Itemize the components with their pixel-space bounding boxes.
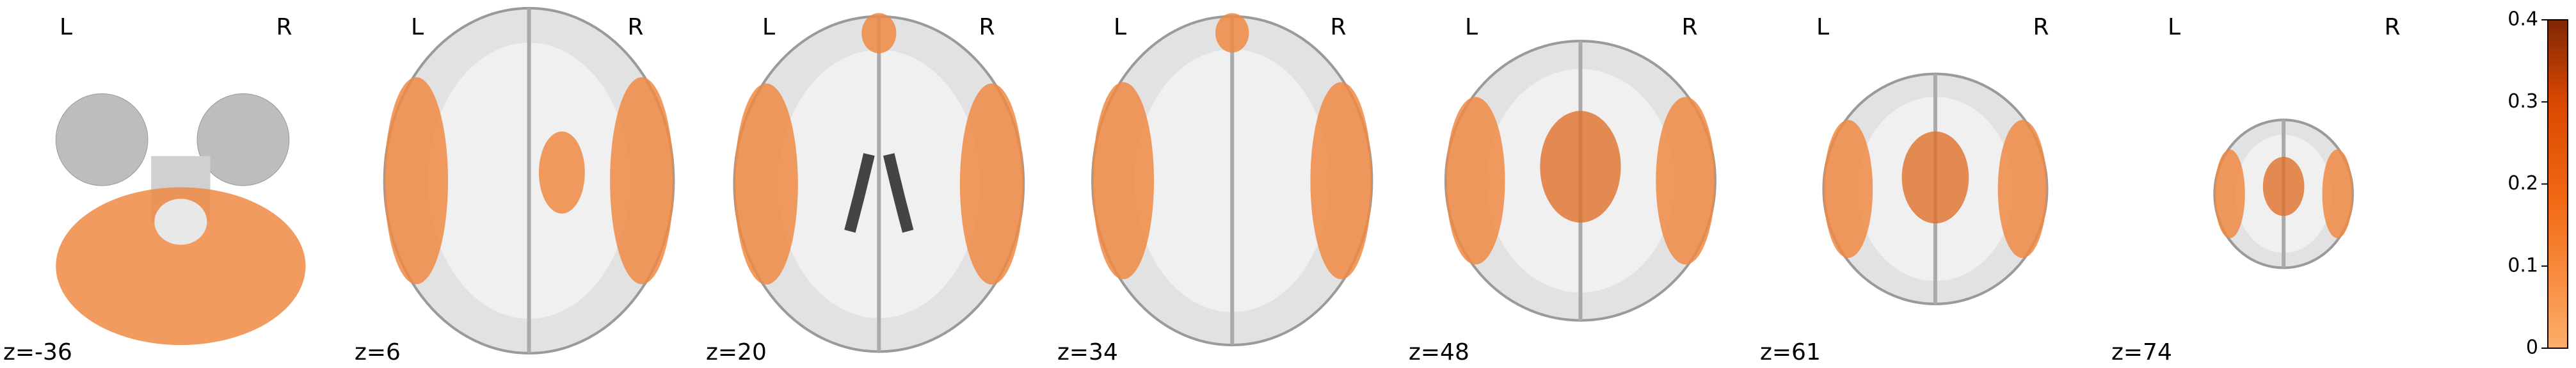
- activation: [1215, 13, 1249, 53]
- left-label: L: [411, 14, 424, 40]
- slice-label: z=48: [1409, 339, 1469, 365]
- activation: [1997, 120, 2047, 259]
- colorbar: [2547, 19, 2568, 349]
- activation: [2214, 149, 2245, 239]
- activation: [1540, 111, 1621, 223]
- left-label: L: [2168, 14, 2180, 40]
- right-label: R: [1330, 14, 1346, 40]
- activation: [610, 77, 674, 285]
- colorbar-tick-label: 0.3: [2508, 90, 2538, 113]
- left-label: L: [762, 14, 775, 40]
- activation: [384, 77, 449, 285]
- slice-label: z=20: [706, 339, 767, 365]
- right-label: R: [627, 14, 643, 40]
- slice-label: z=74: [2111, 339, 2172, 365]
- left-label: L: [1114, 14, 1126, 40]
- activation: [1656, 97, 1715, 265]
- activation: [1092, 82, 1155, 280]
- activation: [734, 83, 798, 285]
- colorbar-tick-label: 0: [2526, 337, 2538, 359]
- left-label: L: [1465, 14, 1478, 40]
- activation: [538, 131, 585, 214]
- right-label: R: [2033, 14, 2049, 40]
- ventricle: [844, 153, 914, 233]
- activation: [1823, 120, 1873, 259]
- fourth-ventricle: [154, 198, 207, 245]
- activation: [1901, 131, 1969, 224]
- colorbar-tick-label: 0.4: [2508, 8, 2538, 31]
- activation: [2262, 157, 2305, 216]
- right-label: R: [276, 14, 292, 40]
- activation: [1310, 82, 1372, 280]
- activation: [2322, 149, 2353, 239]
- activation: [861, 13, 897, 54]
- temporal-lobe: [55, 93, 148, 186]
- slice-label: z=34: [1057, 339, 1118, 365]
- slice-label: z=-36: [3, 339, 72, 365]
- right-label: R: [2384, 14, 2400, 40]
- activation: [959, 83, 1024, 285]
- temporal-lobe: [196, 93, 290, 186]
- slice-label: z=6: [355, 339, 401, 365]
- activation: [1445, 97, 1505, 265]
- right-label: R: [979, 14, 995, 40]
- slice-label: z=61: [1760, 339, 1821, 365]
- left-label: L: [60, 14, 72, 40]
- right-label: R: [1681, 14, 1697, 40]
- labels: L Rz=-36 L Rz=6 L Rz=20 L Rz=34 L Rz=48 L Rz=61 L Rz=…: [3, 8, 2548, 365]
- colorbar-tick-label: 0.1: [2508, 254, 2538, 276]
- cerebellum: [56, 187, 306, 346]
- colorbar-tick-label: 0.2: [2508, 172, 2538, 195]
- brain-slices: [55, 6, 2354, 355]
- left-label: L: [1816, 14, 1829, 40]
